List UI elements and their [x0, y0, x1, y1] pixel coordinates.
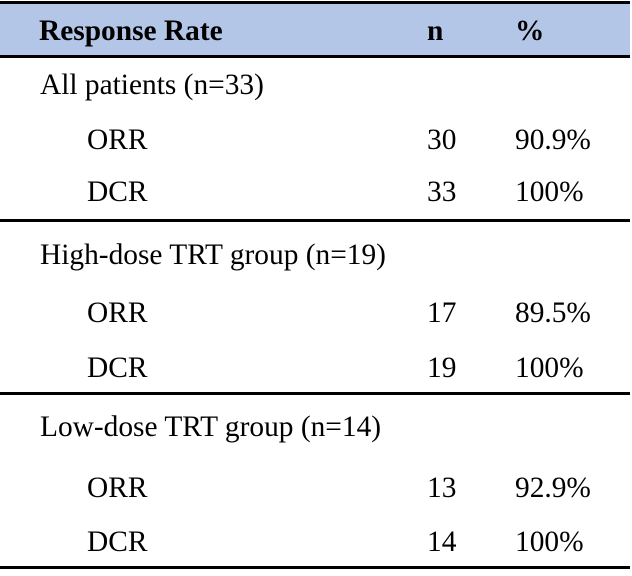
row-label: ORR	[87, 471, 148, 504]
group-title: Low-dose TRT group (n=14)	[40, 410, 382, 443]
table-row: DCR 19 100%	[0, 336, 630, 394]
group-title: All patients (n=33)	[40, 68, 264, 101]
table-row: ORR 30 90.9%	[0, 112, 630, 166]
header-response-rate: Response Rate	[39, 15, 223, 47]
percent-value: 90.9%	[515, 123, 591, 156]
row-label: DCR	[87, 176, 148, 208]
n-value: 33	[427, 176, 457, 208]
n-value: 14	[427, 526, 457, 558]
n-value: 19	[427, 352, 457, 384]
group-high-dose: High-dose TRT group (n=19) ORR 17 89.5% …	[0, 221, 630, 394]
percent-value: 100%	[515, 176, 584, 208]
percent-value: 89.5%	[515, 296, 591, 329]
n-value: 30	[427, 123, 457, 156]
group-all-patients: All patients (n=33) ORR 30 90.9% DCR 33 …	[0, 57, 630, 221]
n-value: 17	[427, 296, 457, 329]
row-label: ORR	[87, 296, 148, 329]
group-title: High-dose TRT group (n=19)	[40, 238, 386, 271]
row-label: ORR	[87, 123, 148, 156]
group-title-row: High-dose TRT group (n=19)	[0, 221, 630, 279]
percent-value: 100%	[515, 526, 584, 558]
header-n: n	[427, 15, 444, 47]
table-row: ORR 17 89.5%	[0, 279, 630, 336]
row-label: DCR	[87, 352, 148, 384]
table-row: ORR 13 92.9%	[0, 452, 630, 510]
row-label: DCR	[87, 526, 148, 558]
percent-value: 100%	[515, 352, 584, 384]
group-title-row: Low-dose TRT group (n=14)	[0, 394, 630, 452]
group-low-dose: Low-dose TRT group (n=14) ORR 13 92.9% D…	[0, 394, 630, 568]
table-header-row: Response Rate n %	[0, 2, 630, 57]
header-percent: %	[515, 15, 545, 47]
n-value: 13	[427, 471, 457, 504]
percent-value: 92.9%	[515, 471, 591, 504]
table-row: DCR 14 100%	[0, 510, 630, 568]
group-title-row: All patients (n=33)	[0, 57, 630, 112]
table-row: DCR 33 100%	[0, 166, 630, 221]
